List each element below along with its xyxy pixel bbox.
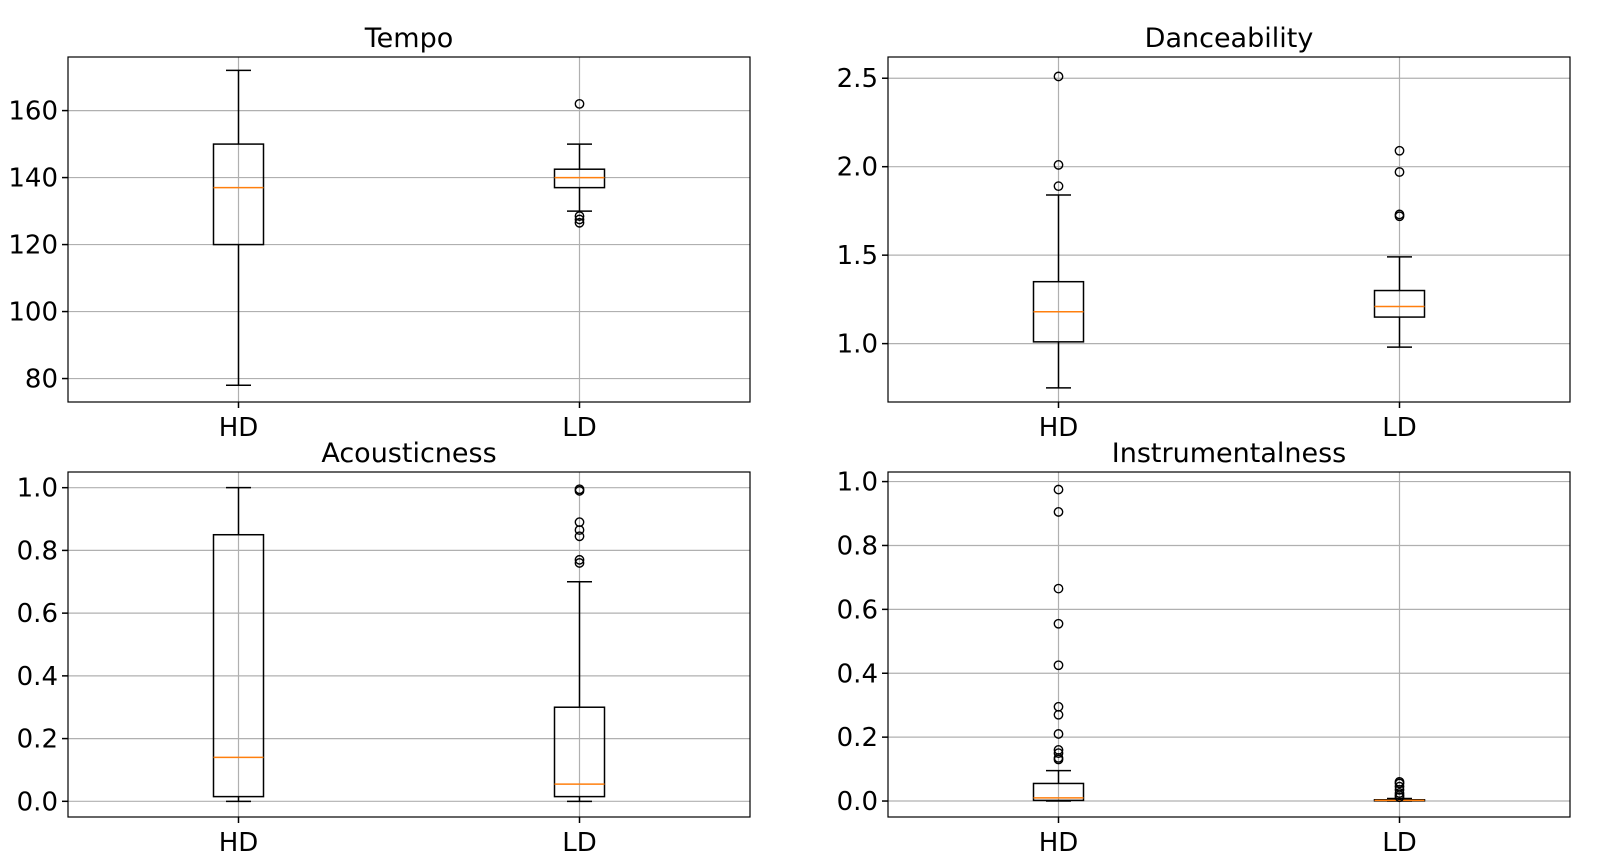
box-group-hd: [212, 69, 265, 387]
y-tick-label: 0.8: [17, 536, 58, 566]
outlier-point: [1053, 160, 1064, 170]
y-tick-label: 0.4: [17, 662, 58, 692]
outlier-point: [1053, 618, 1064, 629]
y-tick-label: 0.8: [837, 531, 878, 561]
y-tick-label: 1.0: [837, 468, 878, 498]
x-tick-label-hd: HD: [1039, 828, 1079, 858]
outlier-point: [574, 217, 585, 228]
outlier-point: [1053, 754, 1064, 765]
outlier-point: [1394, 792, 1405, 803]
box-group-hd: [1032, 484, 1085, 802]
y-tick-label: 1.0: [837, 330, 878, 360]
outlier-point: [574, 485, 585, 496]
iqr-box: [1373, 289, 1426, 318]
box-group-ld: [1373, 776, 1426, 803]
y-tick-label: 0.6: [837, 595, 878, 625]
iqr-box: [553, 706, 606, 798]
subplot-title: Tempo: [364, 23, 453, 54]
axes-frame: [67, 471, 751, 818]
outlier-point: [1053, 71, 1064, 82]
outlier-point: [1394, 145, 1405, 156]
outlier-point: [1053, 507, 1064, 517]
outlier-point: [1394, 778, 1405, 789]
outlier-point: [1053, 729, 1064, 739]
y-tick-label: 1.5: [837, 241, 878, 271]
subplot-instrumentalness: 0.0 0.2 0.4 0.6 0.8 1.0 HD LD Instrumentalness: [837, 438, 1571, 858]
x-tick-label-ld: LD: [1382, 413, 1417, 443]
x-tick-label-hd: HD: [1039, 413, 1079, 443]
y-tick-label: 80: [25, 365, 58, 395]
iqr-box: [212, 533, 265, 798]
subplot-acousticness: 0.0 0.2 0.4 0.6 0.8 1.0 HD LD Acousticness: [17, 438, 751, 858]
iqr-box: [553, 168, 606, 189]
box-group-hd: [1032, 71, 1085, 389]
box-group-ld: [1373, 145, 1426, 348]
y-tick-label: 1.0: [17, 474, 58, 504]
outlier-point: [1394, 211, 1405, 222]
y-tick-label: 0.0: [17, 787, 58, 817]
outlier-point: [1053, 660, 1064, 671]
iqr-box: [212, 143, 265, 246]
x-tick-label-ld: LD: [562, 413, 597, 443]
outlier-point: [1053, 748, 1064, 759]
outlier-point: [1394, 167, 1405, 177]
outlier-point: [574, 554, 585, 565]
y-tick-label: 0.2: [17, 725, 58, 755]
y-tick-label: 0.4: [837, 659, 878, 689]
outlier-point: [574, 558, 585, 568]
iqr-box: [1032, 782, 1085, 802]
x-tick-label-hd: HD: [219, 828, 259, 858]
outlier-point: [1053, 484, 1064, 495]
outlier-point: [1394, 784, 1405, 795]
x-tick-label-ld: LD: [1382, 828, 1417, 858]
outlier-point: [574, 214, 585, 225]
subplot-title: Danceability: [1145, 23, 1314, 54]
subplot-title: Acousticness: [321, 438, 496, 469]
outlier-point: [1053, 709, 1064, 720]
y-tick-label: 0.2: [837, 723, 878, 753]
subplot-danceability: 1.0 1.5 2.0 2.5 HD LD Danceability: [837, 23, 1571, 443]
outlier-point: [574, 211, 585, 222]
y-tick-label: 100: [8, 298, 58, 328]
y-tick-label: 140: [8, 164, 58, 194]
box-group-hd: [212, 486, 265, 803]
box-group-ld: [553, 484, 606, 803]
box-group-ld: [553, 98, 606, 228]
axes-frame: [67, 56, 751, 403]
y-tick-label: 2.0: [837, 153, 878, 183]
y-tick-label: 2.5: [837, 64, 878, 94]
outlier-point: [574, 525, 585, 535]
outlier-point: [574, 98, 585, 109]
y-tick-label: 160: [8, 97, 58, 127]
outlier-point: [574, 531, 585, 542]
y-tick-label: 120: [8, 231, 58, 261]
x-tick-label-hd: HD: [219, 413, 259, 443]
outlier-point: [1053, 583, 1064, 594]
axes-frame: [887, 471, 1571, 818]
outlier-point: [1053, 181, 1064, 192]
y-tick-label: 0.6: [17, 599, 58, 629]
subplot-title: Instrumentalness: [1112, 438, 1346, 469]
axes-frame: [887, 56, 1571, 403]
subplot-tempo: 80 100 120 140 160 HD LD Tempo: [8, 23, 751, 443]
y-tick-label: 0.0: [837, 787, 878, 817]
x-tick-label-ld: LD: [562, 828, 597, 858]
